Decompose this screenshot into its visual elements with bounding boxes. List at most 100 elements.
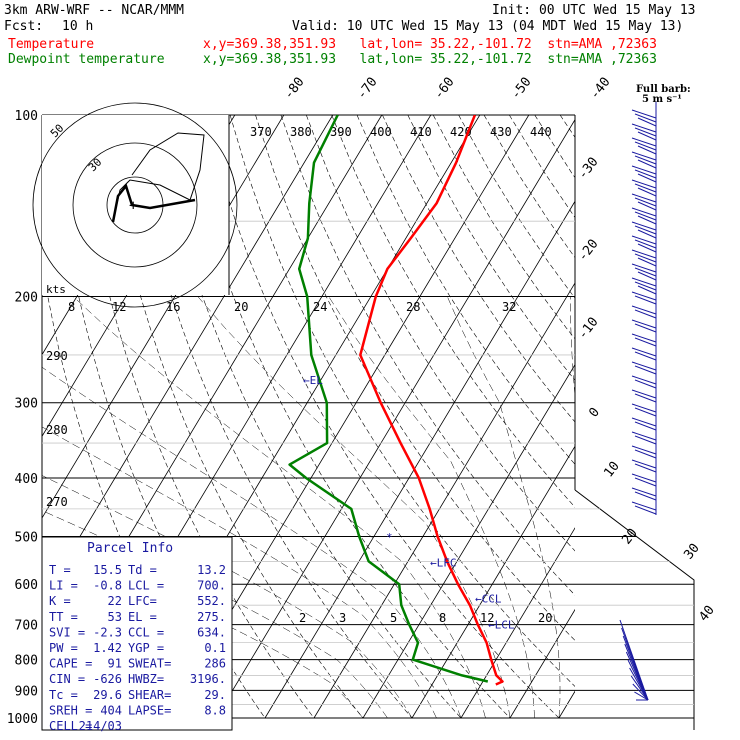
parcel-info-value: 8.8 bbox=[204, 703, 226, 717]
hodograph-trace-thin bbox=[112, 132, 205, 223]
wind-barb bbox=[631, 347, 657, 357]
parcel-info-value: 13.2 bbox=[197, 563, 226, 577]
wind-barb bbox=[637, 243, 657, 253]
wind-barb bbox=[637, 215, 657, 225]
wind-barb bbox=[631, 459, 657, 469]
pressure-tick-label: 900 bbox=[15, 684, 38, 699]
temperature-tick-label: -70 bbox=[354, 75, 380, 103]
parcel-level-label: ←EL bbox=[303, 374, 323, 387]
parcel-info-value: 22 bbox=[108, 594, 122, 608]
wind-barb bbox=[631, 277, 657, 287]
dry-adiabat-line bbox=[559, 115, 575, 138]
wind-barb bbox=[634, 463, 657, 473]
parcel-info-title: Parcel Info bbox=[87, 541, 173, 556]
theta-tick-label: 290 bbox=[46, 349, 68, 363]
wind-barb bbox=[631, 473, 657, 483]
theta-tick-label: 440 bbox=[530, 125, 552, 139]
wind-barb bbox=[634, 239, 657, 249]
mixing-ratio-label: 12 bbox=[480, 611, 494, 625]
wind-barb bbox=[631, 151, 657, 161]
parcel-info-key: LAPSE= bbox=[128, 703, 171, 717]
parcel-info-value: 634. bbox=[197, 625, 226, 639]
wind-barb bbox=[631, 403, 657, 413]
parcel-info-panel: Parcel Info T = 15.5 Td = 13.2 LI = -0.8 LCL = 7… bbox=[41, 536, 233, 733]
wind-barb bbox=[634, 691, 649, 701]
mixing-ratio-label: 8 bbox=[439, 611, 446, 625]
frame-right-lower bbox=[574, 489, 695, 730]
mixing-ratio-label: 5 bbox=[390, 611, 397, 625]
pressure-tick-label: 100 bbox=[15, 109, 38, 124]
wind-barb bbox=[634, 211, 657, 221]
pressure-tick-label: 300 bbox=[15, 397, 38, 412]
moist-adiabat-line bbox=[447, 296, 561, 719]
wind-barb bbox=[634, 253, 657, 263]
wind-barb bbox=[631, 235, 657, 245]
wind-barb bbox=[634, 337, 657, 347]
dry-adiabat-line bbox=[407, 115, 575, 381]
theta-tick-label: 410 bbox=[410, 125, 432, 139]
model-title: 3km ARW-WRF -- NCAR/MMM bbox=[4, 3, 185, 18]
theta-tick-label: 380 bbox=[290, 125, 312, 139]
dry-adiabat-line bbox=[611, 115, 740, 718]
parcel-info-key: SREH = bbox=[49, 703, 92, 717]
dry-adiabat-line bbox=[534, 115, 575, 179]
wind-barb bbox=[637, 117, 657, 127]
wind-barb bbox=[631, 193, 657, 203]
temperature-legend-label: Temperature bbox=[8, 37, 95, 52]
fcst-value: 10 h bbox=[62, 19, 94, 34]
isotherm-line bbox=[558, 690, 575, 719]
mixing-ratio-label: 24 bbox=[313, 300, 327, 314]
hodograph-ring bbox=[72, 142, 198, 268]
parcel-info-key: HWBZ= bbox=[128, 672, 164, 686]
sounding-traces: ←EL ←LFC ←CCL ←LCL * bbox=[288, 115, 515, 686]
isotherm-line bbox=[509, 608, 575, 719]
wind-barb bbox=[631, 263, 657, 273]
parcel-info-value: 275. bbox=[197, 610, 226, 624]
wind-barb bbox=[634, 365, 657, 375]
isotherm-line bbox=[42, 115, 334, 601]
temperature-tick-label: -30 bbox=[575, 155, 601, 183]
wind-barb bbox=[637, 257, 657, 267]
parcel-info-key: LFC= bbox=[128, 594, 157, 608]
temperature-tick-label: -50 bbox=[508, 75, 534, 103]
wind-barb bbox=[634, 449, 657, 459]
temperature-tick-label: -20 bbox=[575, 237, 601, 265]
wind-barb bbox=[634, 267, 657, 277]
wind-barb bbox=[637, 145, 657, 155]
temperature-tick-label: 10 bbox=[601, 459, 622, 481]
temperature-trace bbox=[359, 115, 504, 686]
pressure-tick-label: 1000 bbox=[7, 712, 38, 727]
dry-adiabat-line bbox=[636, 115, 740, 718]
parcel-info-key: CCL = bbox=[128, 625, 164, 639]
parcel-info-value: 552. bbox=[197, 594, 226, 608]
parcel-info-value: 404 bbox=[100, 703, 122, 717]
parcel-info-value: 29. bbox=[204, 688, 226, 702]
temperature-tick-label: -80 bbox=[281, 75, 307, 103]
wind-barb bbox=[634, 295, 657, 305]
theta-tick-label: 370 bbox=[250, 125, 272, 139]
dry-adiabat-line bbox=[586, 115, 740, 718]
wind-barb bbox=[631, 501, 657, 511]
parcel-info-value: 15.5 bbox=[93, 563, 122, 577]
parcel-info-value: 53 bbox=[108, 610, 122, 624]
valid-time: Valid: 10 UTC Wed 15 May 13 (04 MDT Wed … bbox=[292, 19, 684, 34]
moist-adiabat-line bbox=[570, 296, 575, 400]
pressure-tick-label: 200 bbox=[15, 291, 38, 306]
parcel-level-label: ←CCL bbox=[475, 593, 502, 606]
fcst-label: Fcst: bbox=[4, 19, 44, 34]
parcel-info-value: -2.3 bbox=[93, 625, 122, 639]
mixing-ratio-label: 20 bbox=[234, 300, 248, 314]
wind-barb bbox=[634, 141, 657, 151]
isotherm-line bbox=[215, 118, 575, 719]
wind-barb bbox=[631, 137, 657, 147]
isotherm-line bbox=[657, 115, 740, 718]
parcel-level-label: ←LFC bbox=[430, 556, 457, 569]
wind-barb bbox=[634, 421, 657, 431]
pressure-tick-label: 600 bbox=[15, 578, 38, 593]
parcel-info-key: YGP = bbox=[128, 641, 164, 655]
parcel-info-value: -0.8 bbox=[93, 579, 122, 593]
parcel-info-value: 214/03 bbox=[79, 719, 122, 733]
temperature-tick-label: -60 bbox=[431, 75, 457, 103]
wind-barb bbox=[637, 271, 657, 281]
wind-barb bbox=[634, 379, 657, 389]
